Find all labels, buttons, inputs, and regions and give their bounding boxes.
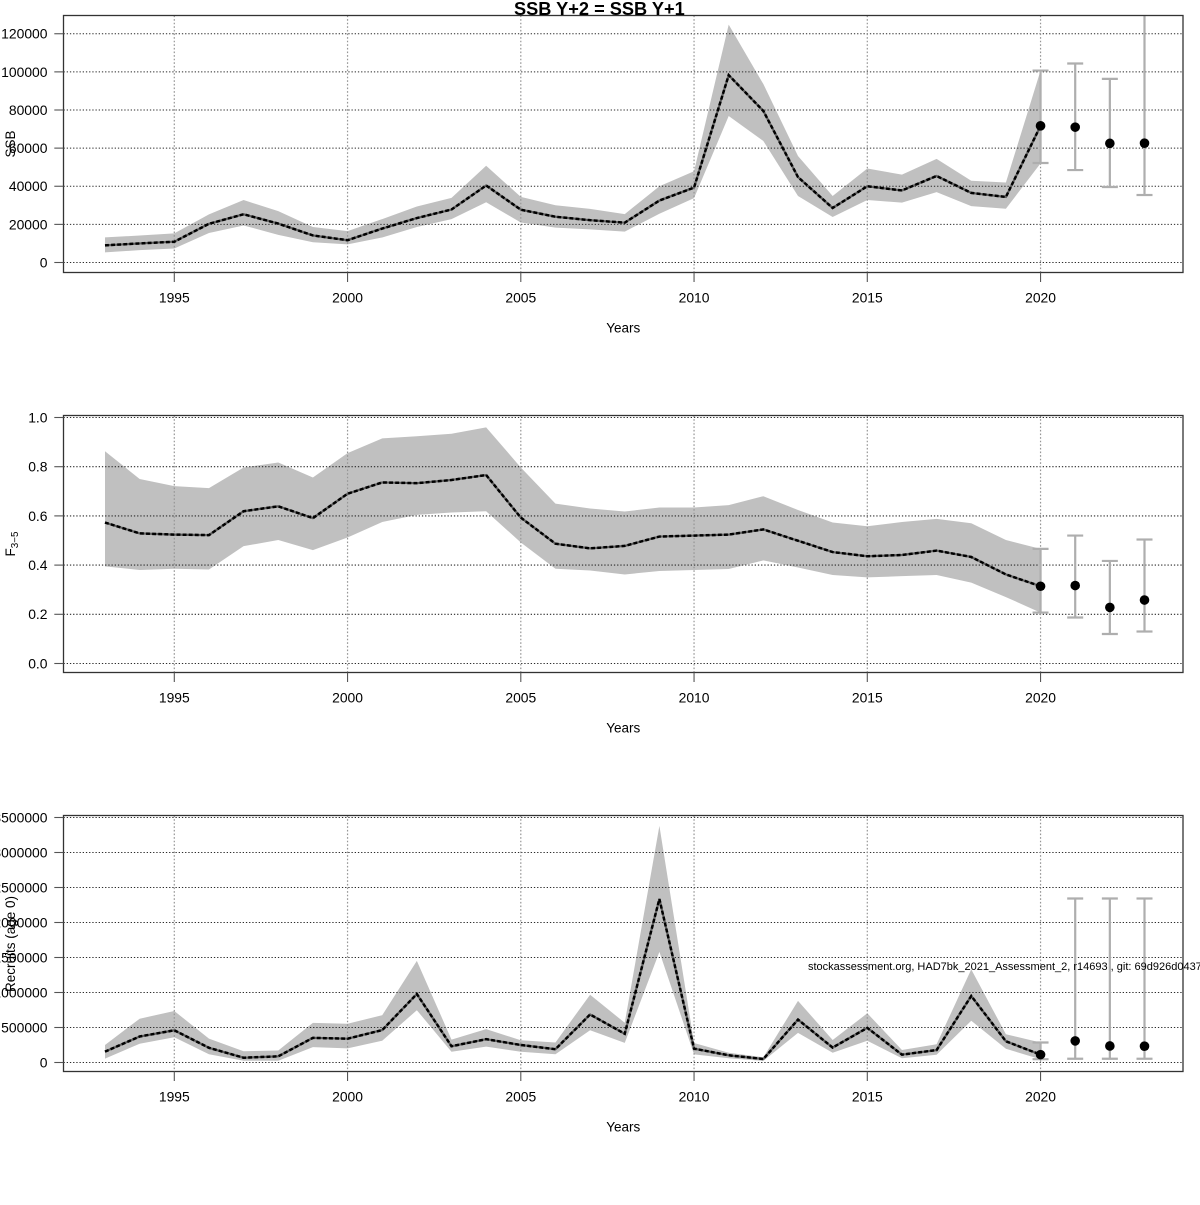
svg-text:1995: 1995 [159,690,190,706]
svg-text:2000000: 2000000 [0,914,48,930]
svg-text:2015: 2015 [852,1089,883,1105]
svg-text:0: 0 [40,1054,48,1070]
svg-text:2000: 2000 [332,690,363,706]
svg-text:0.0: 0.0 [28,655,48,671]
svg-text:0.4: 0.4 [28,557,48,573]
svg-text:0: 0 [40,254,48,270]
svg-text:0.8: 0.8 [28,459,48,475]
svg-text:Recruits (age 0): Recruits (age 0) [3,896,18,992]
svg-text:Years: Years [606,721,640,736]
svg-text:500000: 500000 [1,1019,48,1035]
svg-text:2015: 2015 [852,290,883,306]
svg-text:stockassessment.org, HAD7bk_20: stockassessment.org, HAD7bk_2021_Assessm… [808,961,1200,973]
svg-text:2020: 2020 [1025,690,1056,706]
svg-text:2010: 2010 [679,290,710,306]
svg-text:2020: 2020 [1025,290,1056,306]
svg-text:1000000: 1000000 [0,984,48,1000]
svg-text:2005: 2005 [505,690,536,706]
svg-text:SSB Y+2 = SSB Y+1: SSB Y+2 = SSB Y+1 [514,0,685,19]
svg-text:60000: 60000 [9,140,48,156]
svg-text:2000: 2000 [332,1089,363,1105]
svg-text:Years: Years [606,1120,640,1135]
svg-text:3000000: 3000000 [0,844,48,860]
svg-text:2010: 2010 [679,690,710,706]
svg-text:1995: 1995 [159,1089,190,1105]
svg-text:100000: 100000 [1,64,48,80]
svg-text:0.6: 0.6 [28,508,48,524]
svg-text:2010: 2010 [679,1089,710,1105]
svg-text:2005: 2005 [505,1089,536,1105]
svg-text:Years: Years [606,321,640,336]
svg-text:2020: 2020 [1025,1089,1056,1105]
svg-text:SSB: SSB [3,130,18,157]
svg-text:20000: 20000 [9,216,48,232]
svg-text:120000: 120000 [1,26,48,42]
svg-text:0.2: 0.2 [28,606,48,622]
svg-text:80000: 80000 [9,102,48,118]
svg-text:2005: 2005 [505,290,536,306]
svg-text:40000: 40000 [9,178,48,194]
svg-text:2500000: 2500000 [0,879,48,895]
svg-text:1.0: 1.0 [28,409,48,425]
svg-text:3500000: 3500000 [0,809,48,825]
svg-text:1995: 1995 [159,290,190,306]
svg-text:1500000: 1500000 [0,949,48,965]
svg-text:2015: 2015 [852,690,883,706]
svg-text:2000: 2000 [332,290,363,306]
